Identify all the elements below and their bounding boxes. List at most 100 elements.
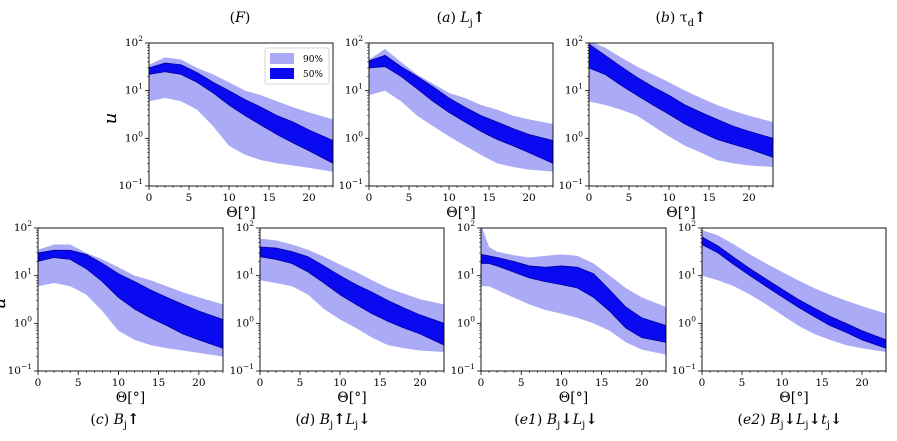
- y-tick-label: 101: [125, 82, 143, 97]
- y-tick-label: 102: [125, 34, 143, 49]
- y-tick-label: 10−1: [230, 362, 254, 377]
- x-tick-label: 10: [222, 192, 235, 204]
- y-axis-label: u: [0, 298, 10, 310]
- y-tick-label: 10−1: [339, 177, 363, 192]
- y-axis-label: u: [100, 113, 121, 125]
- x-tick-label: 10: [662, 192, 675, 204]
- chart-panel-6: 0 5 10 15 20 10−1 100 101 102 Θ[°] (e1) Bj↓Lj↓: [451, 219, 667, 431]
- band-50-area: [149, 62, 333, 164]
- y-tick-label: 100: [457, 314, 475, 329]
- x-tick-label: 15: [815, 377, 828, 389]
- x-tick-label: 0: [35, 377, 42, 389]
- x-axis-label: Θ[°]: [337, 390, 366, 406]
- x-tick-label: 20: [413, 377, 426, 389]
- y-tick-label: 101: [14, 267, 32, 282]
- x-tick-label: 10: [775, 377, 788, 389]
- band-50-area: [38, 249, 223, 349]
- chart-title: (b) τd↑: [655, 8, 706, 29]
- x-tick-label: 0: [366, 192, 373, 204]
- chart-title: (c) Bj↑: [90, 410, 139, 431]
- x-tick-label: 20: [302, 192, 315, 204]
- y-tick-label: 101: [345, 82, 363, 97]
- x-tick-label: 20: [522, 192, 535, 204]
- x-tick-label: 0: [257, 377, 264, 389]
- chart-title: (e2) Bj↓Lj↓tj↓: [738, 410, 843, 431]
- plot-frame: [588, 42, 774, 187]
- legend-swatch: [270, 68, 294, 79]
- x-tick-label: 10: [333, 377, 346, 389]
- x-tick-label: 0: [586, 192, 593, 204]
- chart-panel-7: 0 5 10 15 20 10−1 100 101 102 Θ[°] (e2) Bj↓Lj↓tj↓: [672, 219, 887, 431]
- x-tick-label: 0: [146, 192, 153, 204]
- x-tick-label: 10: [555, 377, 568, 389]
- x-tick-label: 15: [262, 192, 275, 204]
- x-tick-label: 15: [152, 377, 165, 389]
- y-tick-label: 10−1: [8, 362, 32, 377]
- chart-title: (F): [230, 10, 251, 26]
- y-tick-label: 10−1: [559, 177, 583, 192]
- x-tick-label: 5: [626, 192, 633, 204]
- legend-label: 50%: [303, 70, 323, 80]
- y-tick-label: 101: [678, 267, 696, 282]
- y-tick-label: 102: [678, 219, 696, 234]
- y-tick-label: 102: [457, 219, 475, 234]
- chart-title: (a) Lj↑: [437, 8, 486, 29]
- y-tick-label: 101: [565, 82, 583, 97]
- x-tick-label: 20: [635, 377, 648, 389]
- plot-frame: [148, 42, 334, 187]
- y-tick-label: 100: [125, 129, 143, 144]
- legend-swatch: [270, 53, 294, 64]
- x-tick-label: 5: [75, 377, 82, 389]
- y-tick-label: 102: [236, 219, 254, 234]
- y-tick-label: 10−1: [672, 362, 696, 377]
- band-90-area: [481, 228, 666, 355]
- chart-title: (d) Bj↑Lj↓: [295, 410, 370, 431]
- x-axis-label: Θ[°]: [666, 205, 695, 221]
- plot-frame: [480, 227, 667, 372]
- band-50-area: [702, 236, 886, 349]
- y-tick-label: 100: [565, 129, 583, 144]
- plot-frame: [368, 42, 554, 187]
- x-tick-label: 10: [442, 192, 455, 204]
- x-tick-label: 5: [297, 377, 304, 389]
- y-tick-label: 100: [14, 314, 32, 329]
- y-tick-label: 10−1: [119, 177, 143, 192]
- y-tick-label: 101: [457, 267, 475, 282]
- chart-panel-2: 0 5 10 15 20 10−1 100 101 102 Θ[°] (a) Lj↑: [339, 8, 554, 221]
- x-axis-label: Θ[°]: [116, 390, 145, 406]
- x-tick-label: 20: [742, 192, 755, 204]
- x-tick-label: 20: [855, 377, 868, 389]
- x-tick-label: 0: [478, 377, 485, 389]
- band-50-area: [369, 54, 553, 164]
- y-tick-label: 100: [345, 129, 363, 144]
- x-tick-label: 15: [702, 192, 715, 204]
- plot-frame: [259, 227, 445, 372]
- chart-panel-5: 0 5 10 15 20 10−1 100 101 102 Θ[°] (d) Bj↑Lj↓: [230, 219, 445, 431]
- chart-panel-1: 0 5 10 15 20 10−1 100 101 102 Θ[°] u (F) 90% 50%: [100, 10, 334, 221]
- x-axis-label: Θ[°]: [779, 390, 808, 406]
- legend: 90% 50%: [264, 47, 330, 85]
- y-tick-label: 100: [678, 314, 696, 329]
- y-tick-label: 102: [565, 34, 583, 49]
- y-tick-label: 102: [345, 34, 363, 49]
- x-axis-label: Θ[°]: [559, 390, 588, 406]
- x-tick-label: 5: [406, 192, 413, 204]
- band-90-area: [149, 57, 333, 172]
- x-tick-label: 5: [739, 377, 746, 389]
- band-50-area: [589, 43, 773, 158]
- chart-title: (e1) Bj↓Lj↓: [514, 410, 598, 431]
- x-tick-label: 10: [112, 377, 125, 389]
- x-tick-label: 5: [186, 192, 193, 204]
- x-tick-label: 15: [595, 377, 608, 389]
- x-tick-label: 5: [518, 377, 525, 389]
- x-tick-label: 15: [373, 377, 386, 389]
- chart-panel-3: 0 5 10 15 20 10−1 100 101 102 Θ[°] (b) τd↑: [559, 8, 774, 221]
- x-axis-label: Θ[°]: [446, 205, 475, 221]
- y-tick-label: 101: [236, 267, 254, 282]
- plot-frame: [37, 227, 224, 372]
- y-tick-label: 102: [14, 219, 32, 234]
- x-tick-label: 20: [192, 377, 205, 389]
- legend-label: 90%: [303, 55, 323, 65]
- y-tick-label: 100: [236, 314, 254, 329]
